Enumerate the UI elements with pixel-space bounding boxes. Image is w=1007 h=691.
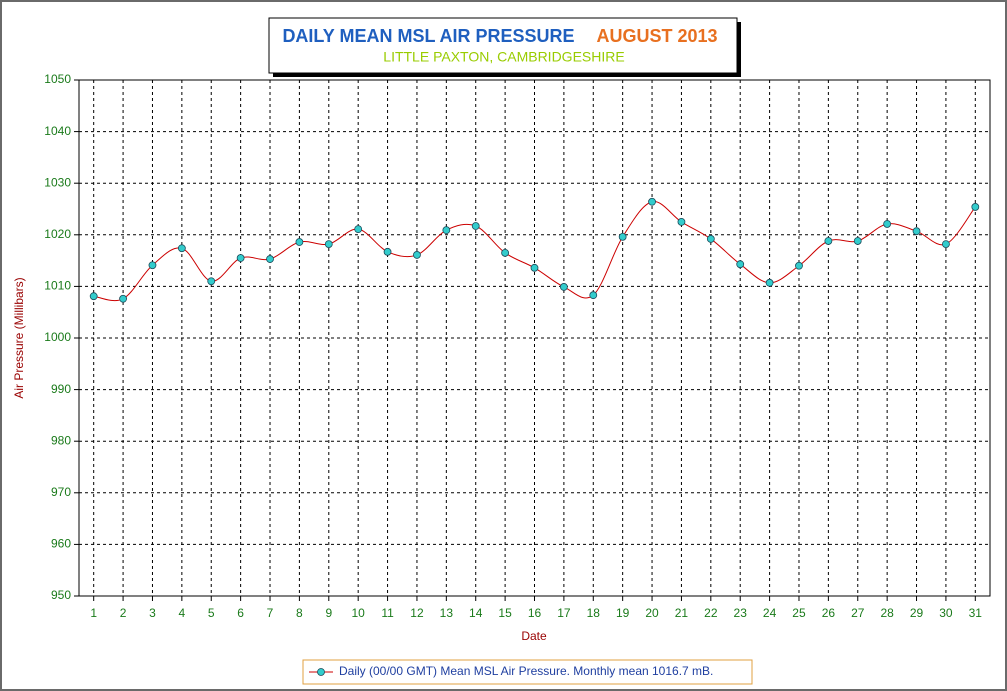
x-tick-label: 30 [939,606,953,620]
data-point [266,255,274,263]
data-point [89,292,98,301]
x-tick-label: 10 [351,606,365,620]
data-point [207,277,216,286]
x-tick-label: 19 [616,606,630,620]
y-tick-label: 1000 [44,330,71,344]
x-tick-label: 2 [120,606,127,620]
x-tick-label: 16 [528,606,542,620]
data-point [706,235,715,243]
legend-marker [317,668,325,676]
data-point [471,222,480,230]
data-point [648,197,656,206]
y-tick-label: 990 [51,382,71,396]
y-tick-label: 980 [51,433,71,447]
x-tick-label: 8 [296,606,303,620]
x-tick-label: 23 [734,606,748,620]
y-tick-label: 1030 [44,175,71,189]
data-point [501,248,510,257]
data-point [589,291,598,300]
data-point [119,294,127,303]
data-point [795,261,803,270]
x-axis-label: Date [521,629,547,643]
x-tick-label: 28 [880,606,894,620]
plot-area [78,79,991,597]
x-tick-label: 25 [792,606,806,620]
data-point [883,220,892,228]
x-tick-label: 6 [237,606,244,620]
legend-label: Daily (00/00 GMT) Mean MSL Air Pressure.… [339,664,713,678]
data-point [442,226,451,235]
data-point [942,240,950,248]
y-tick-label: 1050 [44,72,71,86]
y-tick-label: 1020 [44,227,71,241]
data-point [971,203,980,211]
data-point [618,232,627,241]
x-tick-label: 11 [381,606,394,620]
x-tick-label: 1 [90,606,97,620]
x-tick-label: 4 [179,606,186,620]
data-point [383,247,392,256]
legend-box [302,659,753,685]
x-tick-label: 26 [822,606,836,620]
data-point [677,217,686,226]
data-point [236,254,245,262]
data-point [148,261,157,270]
chart-subtitle: LITTLE PAXTON, CAMBRIDGESHIRE [383,49,624,65]
x-tick-label: 31 [969,606,983,620]
x-tick-label: 14 [469,606,483,620]
y-tick-label: 1010 [44,279,71,293]
x-tick-label: 5 [208,606,215,620]
data-point [177,244,186,253]
x-tick-label: 17 [557,606,571,620]
x-tick-label: 12 [410,606,424,620]
x-tick-label: 9 [325,606,332,620]
data-point [413,251,421,259]
y-axis-label: Air Pressure (Millibars) [12,277,26,398]
x-tick-label: 29 [910,606,924,620]
x-tick-label: 27 [851,606,865,620]
x-tick-label: 20 [645,606,659,620]
data-point [736,260,745,269]
data-point [765,278,774,287]
chart-title: DAILY MEAN MSL AIR PRESSURE AUGUST 2013 [282,26,717,46]
title-period: AUGUST 2013 [597,26,718,46]
y-tick-label: 960 [51,537,71,551]
data-point [559,283,568,291]
y-tick-label: 970 [51,485,71,499]
x-tick-label: 7 [267,606,274,620]
y-tick-label: 1040 [44,124,71,138]
title-main: DAILY MEAN MSL AIR PRESSURE [282,26,574,46]
data-point [912,227,921,236]
data-point [354,225,363,234]
data-point [324,240,333,248]
x-tick-label: 24 [763,606,777,620]
x-tick-label: 3 [149,606,156,620]
title-box [268,17,738,74]
x-tick-label: 22 [704,606,718,620]
data-point [824,237,833,245]
x-tick-label: 13 [440,606,454,620]
x-tick-label: 15 [498,606,512,620]
data-point [530,263,539,272]
data-point [295,238,304,246]
x-tick-label: 21 [675,606,689,620]
y-tick-label: 950 [51,588,71,602]
data-point [853,237,862,245]
x-tick-label: 18 [587,606,601,620]
